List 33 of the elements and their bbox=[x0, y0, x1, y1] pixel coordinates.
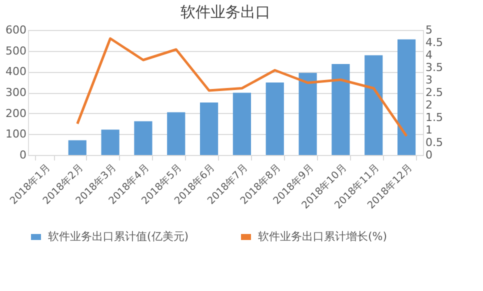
bar bbox=[200, 102, 218, 155]
bar bbox=[167, 112, 186, 155]
y-tick-label: 400 bbox=[6, 65, 26, 78]
legend-label: 软件业务出口累计增长(%) bbox=[258, 230, 388, 243]
y-tick-label: 600 bbox=[6, 24, 26, 36]
y-tick-label: 500 bbox=[6, 44, 26, 58]
y2-tick-label: 3 bbox=[426, 74, 432, 86]
y2-tick-label: 4 bbox=[426, 48, 432, 62]
y-tick-label: 0 bbox=[20, 148, 26, 162]
line-series bbox=[76, 37, 408, 138]
y-tick-label: 100 bbox=[6, 128, 26, 141]
y2-tick-label: 0 bbox=[426, 148, 432, 162]
chart-title: 软件业务出口 bbox=[180, 3, 270, 21]
y2-tick-label: 5 bbox=[426, 24, 432, 36]
bar bbox=[364, 55, 383, 155]
y-tick-label: 300 bbox=[6, 86, 26, 99]
bar bbox=[101, 130, 120, 155]
y-tick-label: 200 bbox=[6, 106, 26, 120]
bar bbox=[397, 39, 416, 155]
y2-tick-label: 0.5 bbox=[426, 136, 443, 149]
y2-tick-label: 1 bbox=[426, 124, 432, 136]
bar bbox=[232, 92, 252, 155]
bar bbox=[266, 82, 284, 155]
y2-tick-label: 2 bbox=[426, 98, 432, 112]
bar bbox=[68, 140, 86, 155]
bar bbox=[134, 121, 152, 155]
bar bbox=[298, 72, 317, 155]
y2-tick-label: 4.5 bbox=[426, 36, 443, 49]
y2-tick-label: 1.5 bbox=[426, 111, 443, 124]
y2-tick-label: 2.5 bbox=[426, 86, 443, 99]
legend-label: 软件业务出口累计值(亿美元) bbox=[48, 230, 189, 243]
bar bbox=[332, 64, 350, 155]
y2-tick-label: 3.5 bbox=[426, 61, 443, 74]
